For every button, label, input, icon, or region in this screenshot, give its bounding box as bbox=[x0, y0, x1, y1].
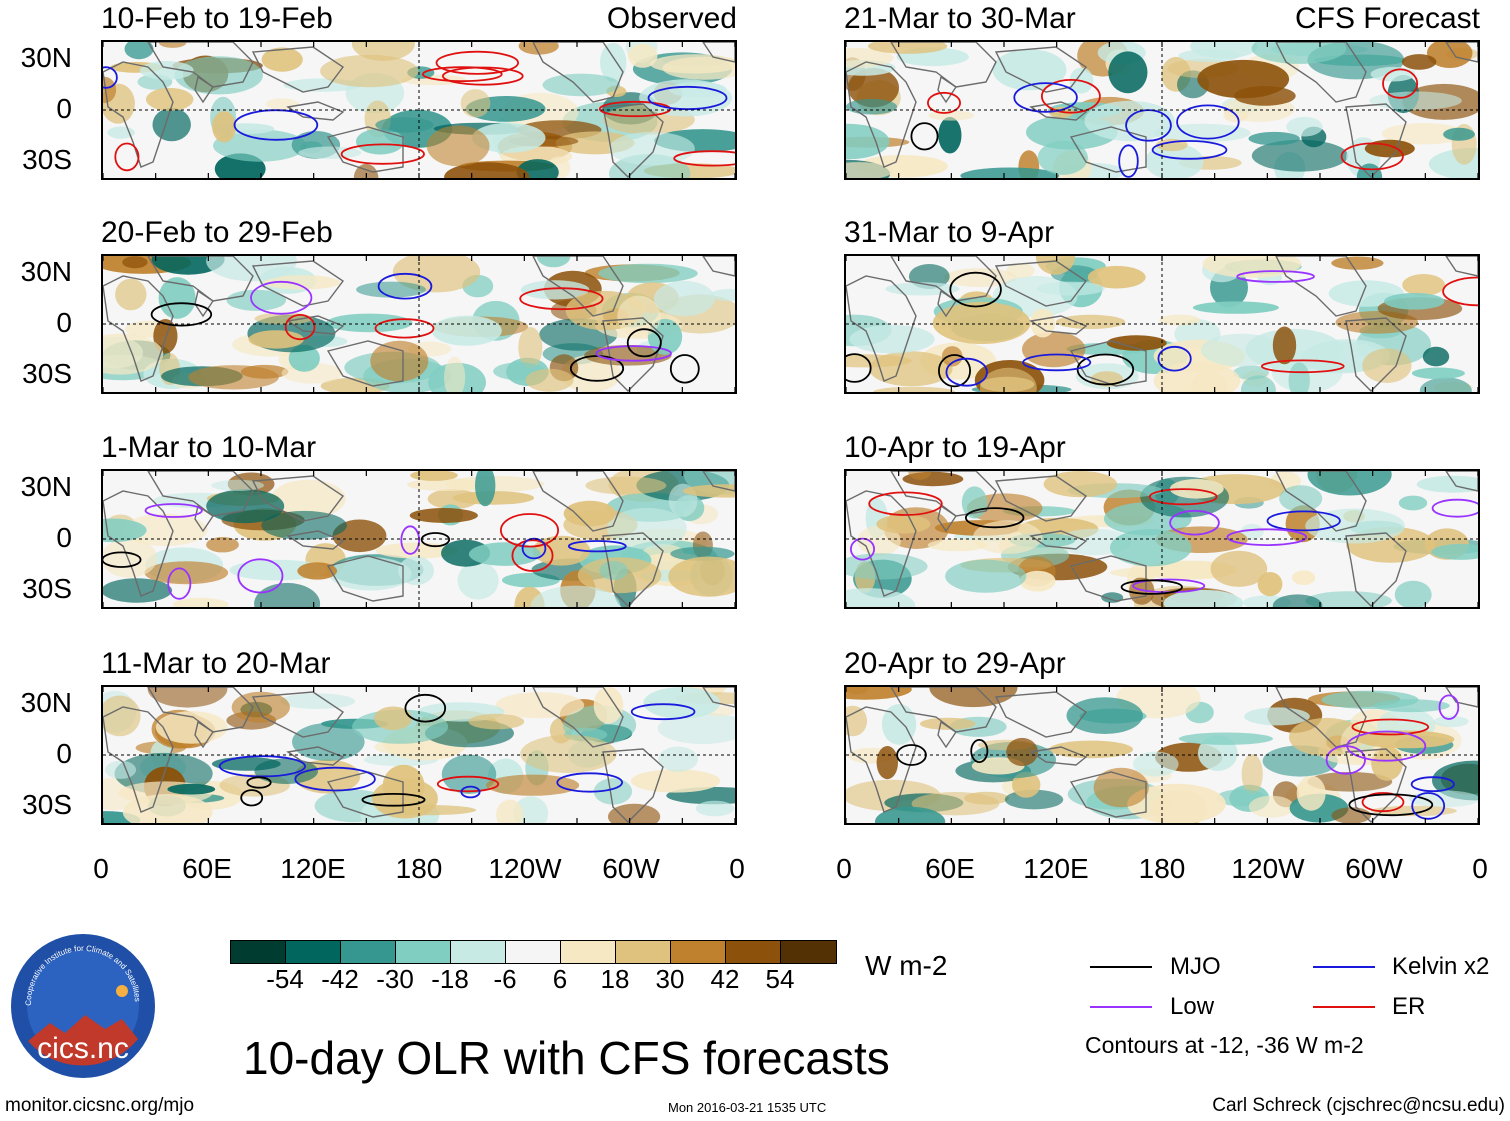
colorbar-swatch bbox=[616, 941, 671, 963]
y-axis-label: 0 bbox=[56, 307, 72, 338]
map-panel-observed-4 bbox=[101, 685, 737, 825]
colorbar-swatch bbox=[341, 941, 396, 963]
forecast-label: CFS Forecast bbox=[1294, 2, 1480, 35]
y-axis-label: 30N bbox=[20, 471, 72, 502]
x-axis-label: 0 bbox=[836, 853, 852, 884]
legend-mjo-label: MJO bbox=[1170, 953, 1221, 980]
panel-date-range: 21-Mar to 30-Mar bbox=[844, 2, 1076, 35]
map-panel-observed-2 bbox=[101, 254, 737, 394]
colorbar-tick-label: -18 bbox=[431, 964, 469, 994]
colorbar-swatch bbox=[396, 941, 451, 963]
colorbar-swatch bbox=[506, 941, 561, 963]
y-axis-label: 30S bbox=[22, 144, 72, 175]
colorbar-tick-label: 6 bbox=[552, 964, 568, 994]
x-axis-label: 60W bbox=[1345, 853, 1403, 884]
y-axis-label: 0 bbox=[56, 93, 72, 124]
olr-map bbox=[844, 469, 1480, 609]
panel-date-range: 11-Mar to 20-Mar bbox=[101, 647, 331, 680]
colorbar-swatch bbox=[451, 941, 506, 963]
colorbar-tick-label: -30 bbox=[376, 964, 414, 994]
colorbar-tick-label: -6 bbox=[493, 964, 517, 994]
colorbar-swatch bbox=[231, 941, 286, 963]
colorbar bbox=[230, 940, 837, 964]
logo-text: cics.nc bbox=[37, 1032, 129, 1065]
legend-mjo-line bbox=[1090, 966, 1152, 968]
y-axis-label: 30S bbox=[22, 358, 72, 389]
y-axis-label: 30N bbox=[20, 42, 72, 73]
legend-er-line bbox=[1313, 1006, 1375, 1008]
y-axis-label: 30N bbox=[20, 256, 72, 287]
map-panel-observed-3 bbox=[101, 469, 737, 609]
x-axis-label: 60E bbox=[182, 853, 232, 884]
map-panel-forecast-2 bbox=[844, 254, 1480, 394]
x-axis-label: 180 bbox=[1138, 853, 1186, 884]
x-axis-label: 0 bbox=[729, 853, 745, 884]
olr-map bbox=[844, 40, 1480, 180]
x-axis-label: 180 bbox=[395, 853, 443, 884]
y-axis-label: 30S bbox=[22, 789, 72, 820]
colorbar-units: W m-2 bbox=[865, 950, 948, 981]
colorbar-tick-label: 30 bbox=[655, 964, 685, 994]
y-axis-label: 30N bbox=[20, 687, 72, 718]
map-panel-observed-1 bbox=[101, 40, 737, 180]
colorbar-tick-label: -42 bbox=[321, 964, 359, 994]
colorbar-tick-label: 42 bbox=[710, 964, 740, 994]
colorbar-tick-label: 18 bbox=[600, 964, 630, 994]
y-axis-label: 0 bbox=[56, 738, 72, 769]
cics-logo: Cooperative Institute for Climate and Sa… bbox=[10, 933, 156, 1079]
x-axis-label: 0 bbox=[93, 853, 109, 884]
olr-map bbox=[101, 40, 737, 180]
colorbar-swatch bbox=[561, 941, 616, 963]
legend-kelvin-line bbox=[1313, 966, 1375, 968]
panel-date-range: 10-Feb to 19-Feb bbox=[101, 2, 333, 35]
map-panel-forecast-4 bbox=[844, 685, 1480, 825]
footer-url[interactable]: monitor.cicsnc.org/mjo bbox=[5, 1095, 195, 1116]
panel-date-range: 20-Feb to 29-Feb bbox=[101, 216, 333, 249]
colorbar-swatch bbox=[286, 941, 341, 963]
x-axis-label: 120E bbox=[1023, 853, 1089, 884]
colorbar-tick-label: 54 bbox=[765, 964, 795, 994]
colorbar-swatch bbox=[781, 941, 836, 963]
panel-date-range: 31-Mar to 9-Apr bbox=[844, 216, 1055, 249]
x-axis-label: 60E bbox=[925, 853, 975, 884]
legend-kelvin-label: Kelvin x2 bbox=[1392, 953, 1490, 980]
footer-timestamp: Mon 2016-03-21 1535 UTC bbox=[668, 1100, 827, 1115]
y-axis-label: 0 bbox=[56, 522, 72, 553]
panel-date-range: 20-Apr to 29-Apr bbox=[844, 647, 1066, 680]
olr-map bbox=[844, 254, 1480, 394]
x-axis-label: 120E bbox=[280, 853, 346, 884]
x-axis-label: 120W bbox=[488, 853, 562, 884]
x-axis-label: 60W bbox=[602, 853, 660, 884]
map-panel-forecast-3 bbox=[844, 469, 1480, 609]
observed-label: Observed bbox=[606, 2, 737, 35]
olr-map bbox=[101, 254, 737, 394]
colorbar-swatch bbox=[671, 941, 726, 963]
panel-date-range: 1-Mar to 10-Mar bbox=[101, 431, 317, 464]
olr-map bbox=[101, 469, 737, 609]
legend-contour-note: Contours at -12, -36 W m-2 bbox=[1085, 1032, 1364, 1058]
colorbar-tick-label: -54 bbox=[266, 964, 304, 994]
x-axis-label: 120W bbox=[1231, 853, 1305, 884]
footer-author: Carl Schreck (cjschrec@ncsu.edu) bbox=[1212, 1095, 1505, 1116]
colorbar-swatch bbox=[726, 941, 781, 963]
olr-map bbox=[844, 685, 1480, 825]
main-title: 10-day OLR with CFS forecasts bbox=[243, 1032, 890, 1084]
x-axis-label: 0 bbox=[1472, 853, 1488, 884]
legend-low-line bbox=[1090, 1006, 1152, 1008]
legend-low-label: Low bbox=[1170, 993, 1215, 1020]
map-panel-forecast-1 bbox=[844, 40, 1480, 180]
y-axis-label: 30S bbox=[22, 573, 72, 604]
panel-date-range: 10-Apr to 19-Apr bbox=[844, 431, 1066, 464]
olr-map bbox=[101, 685, 737, 825]
legend-er-label: ER bbox=[1392, 993, 1426, 1020]
